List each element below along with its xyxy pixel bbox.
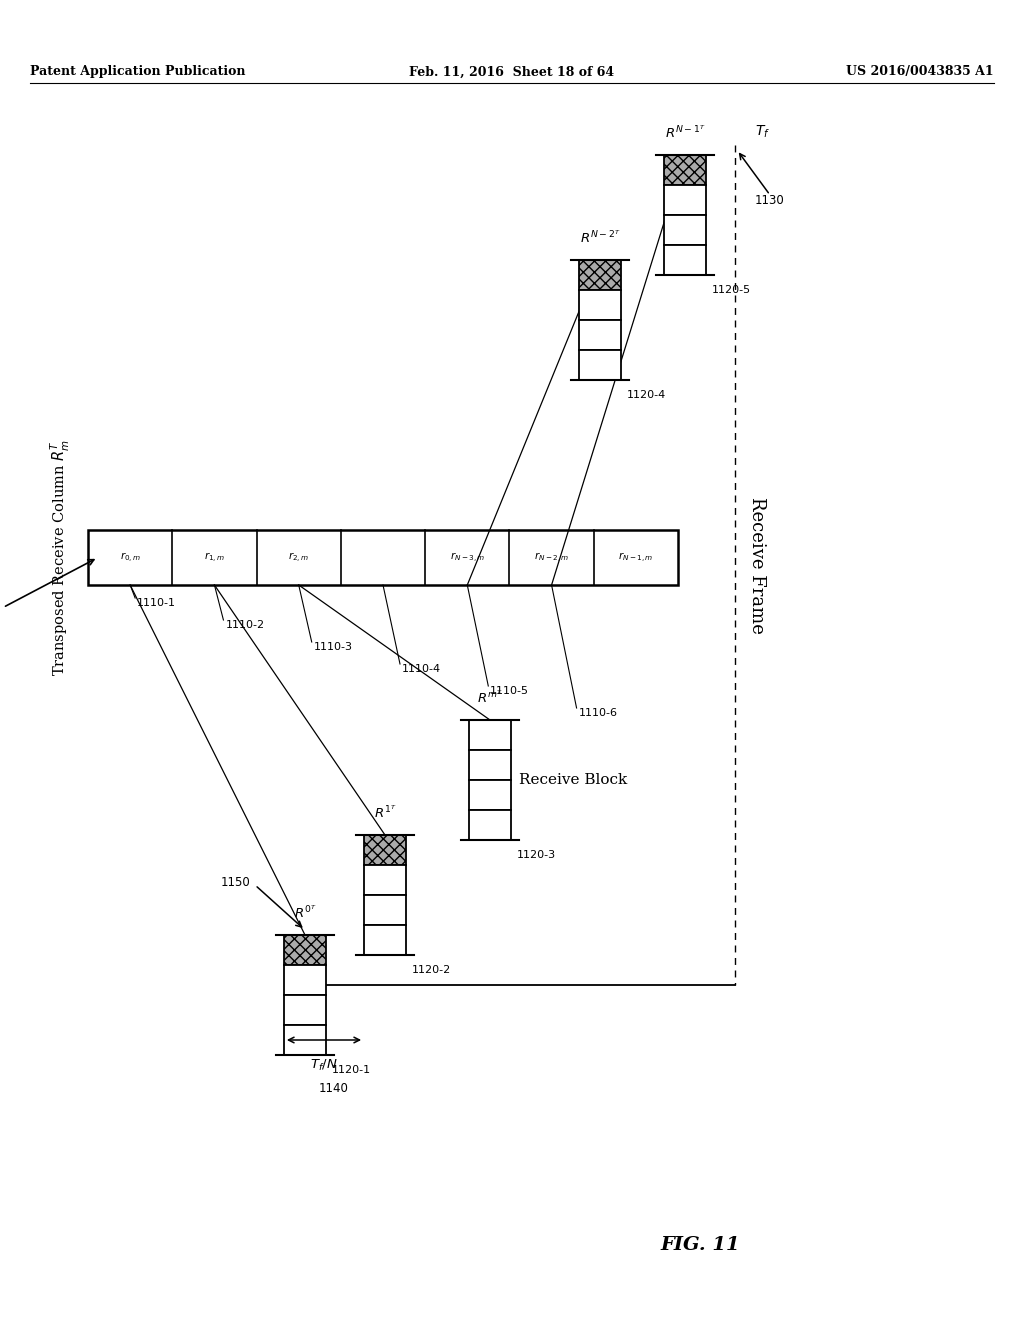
Text: US 2016/0043835 A1: US 2016/0043835 A1 bbox=[847, 66, 994, 78]
Text: 1120-1: 1120-1 bbox=[332, 1065, 371, 1074]
Text: 1110-2: 1110-2 bbox=[225, 620, 264, 630]
Text: 1120-3: 1120-3 bbox=[517, 850, 556, 861]
Text: 1120-4: 1120-4 bbox=[627, 389, 667, 400]
Text: Feb. 11, 2016  Sheet 18 of 64: Feb. 11, 2016 Sheet 18 of 64 bbox=[410, 66, 614, 78]
Text: $R^{m^T}$: $R^{m^T}$ bbox=[477, 689, 503, 706]
Text: 1110-4: 1110-4 bbox=[402, 664, 441, 675]
Bar bbox=[364, 865, 406, 895]
Text: 1150: 1150 bbox=[220, 876, 250, 890]
Bar bbox=[469, 810, 511, 840]
Text: 1110-6: 1110-6 bbox=[579, 708, 617, 718]
Bar bbox=[579, 260, 621, 290]
Bar bbox=[664, 246, 706, 275]
Text: $r_{1,m}$: $r_{1,m}$ bbox=[204, 550, 225, 565]
Text: Receive Block: Receive Block bbox=[519, 774, 628, 787]
Text: $r_{N-1,m}$: $r_{N-1,m}$ bbox=[618, 550, 653, 565]
Bar bbox=[284, 935, 326, 965]
Bar bbox=[364, 925, 406, 954]
Bar bbox=[364, 895, 406, 925]
Text: Receive Frame: Receive Frame bbox=[748, 496, 766, 634]
Bar bbox=[469, 750, 511, 780]
Text: 1130: 1130 bbox=[755, 194, 784, 206]
Text: $r_{N-2,m}$: $r_{N-2,m}$ bbox=[534, 550, 569, 565]
Bar bbox=[284, 965, 326, 995]
Bar bbox=[664, 215, 706, 246]
Text: $r_{2,m}$: $r_{2,m}$ bbox=[288, 550, 309, 565]
Text: $R^{N-2^T}$: $R^{N-2^T}$ bbox=[580, 230, 621, 246]
Text: $R^{1^T}$: $R^{1^T}$ bbox=[374, 804, 396, 821]
Text: 1120-2: 1120-2 bbox=[412, 965, 452, 975]
Text: $R^{0^T}$: $R^{0^T}$ bbox=[294, 904, 316, 921]
Text: 1110-1: 1110-1 bbox=[137, 598, 176, 609]
Bar bbox=[284, 1026, 326, 1055]
Bar bbox=[88, 531, 678, 585]
Bar bbox=[579, 350, 621, 380]
Text: Patent Application Publication: Patent Application Publication bbox=[30, 66, 246, 78]
Text: 1110-5: 1110-5 bbox=[490, 686, 529, 696]
Text: $r_{0,m}$: $r_{0,m}$ bbox=[120, 550, 140, 565]
Bar bbox=[664, 154, 706, 185]
Text: 1120-5: 1120-5 bbox=[712, 285, 752, 294]
Bar bbox=[364, 836, 406, 865]
Text: FIG. 11: FIG. 11 bbox=[660, 1236, 739, 1254]
Bar bbox=[469, 719, 511, 750]
Bar bbox=[579, 290, 621, 319]
Bar bbox=[664, 185, 706, 215]
Bar bbox=[579, 319, 621, 350]
Text: $R^{N-1^T}$: $R^{N-1^T}$ bbox=[665, 124, 706, 141]
Text: Transposed Receive Column $R_m^T$: Transposed Receive Column $R_m^T$ bbox=[48, 440, 72, 676]
Text: 1110-3: 1110-3 bbox=[313, 642, 352, 652]
Bar bbox=[284, 995, 326, 1026]
Bar bbox=[469, 780, 511, 810]
Text: $T_f/N$: $T_f/N$ bbox=[310, 1059, 338, 1073]
Text: 1140: 1140 bbox=[319, 1082, 349, 1096]
Text: $T_f$: $T_f$ bbox=[755, 124, 770, 140]
Text: $r_{N-3,m}$: $r_{N-3,m}$ bbox=[450, 550, 485, 565]
